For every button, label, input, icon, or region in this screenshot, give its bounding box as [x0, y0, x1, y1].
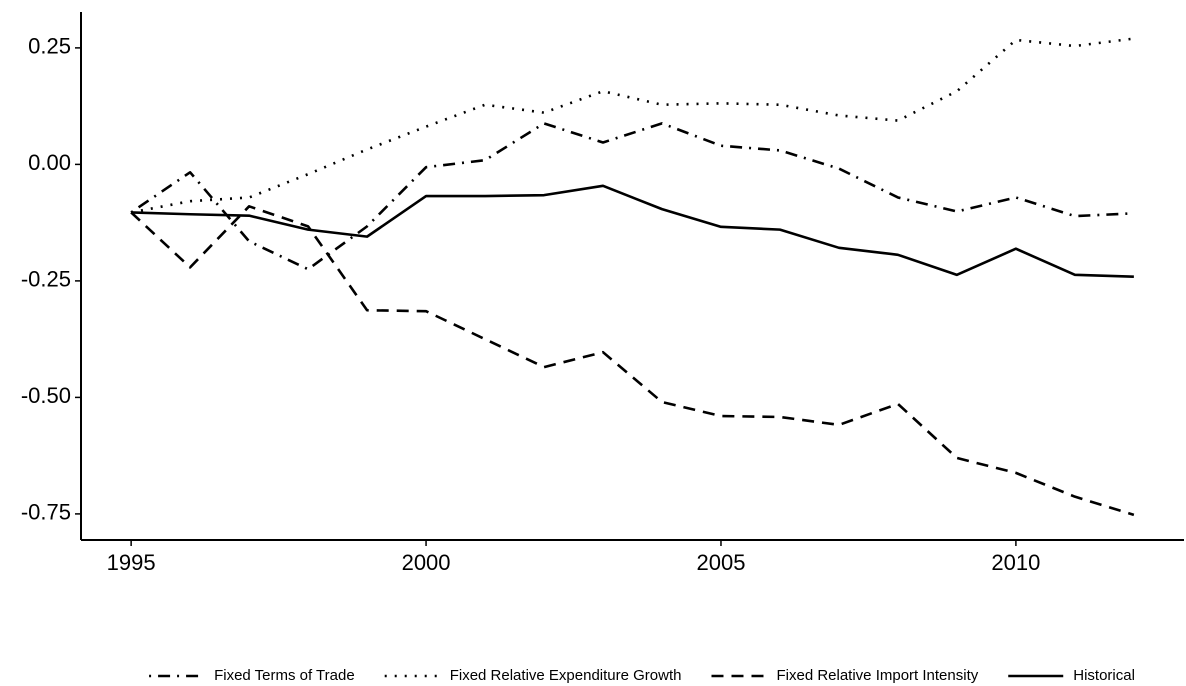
- legend: Fixed Terms of Trade Fixed Relative Expen…: [149, 667, 1135, 684]
- x-tick-label: 2000: [402, 550, 451, 575]
- series-line: [130, 122, 1134, 271]
- series-line: [130, 37, 1135, 214]
- legend-label: Fixed Relative Expenditure Growth: [450, 667, 682, 684]
- y-tick-label: 0.00: [28, 150, 71, 175]
- y-tick-label: 0.25: [28, 34, 71, 59]
- legend-label: Fixed Terms of Trade: [214, 667, 355, 684]
- series-line: [131, 184, 1134, 278]
- y-tick-label: -0.25: [21, 267, 71, 292]
- y-tick-label: -0.50: [21, 383, 71, 408]
- x-tick-label: 2005: [696, 550, 745, 575]
- x-tick-label: 2010: [991, 550, 1040, 575]
- series-line: [130, 205, 1135, 517]
- x-tick-label: 1995: [107, 550, 156, 575]
- y-tick-label: -0.75: [21, 500, 71, 525]
- legend-label: Fixed Relative Import Intensity: [776, 667, 978, 684]
- legend-label: Historical: [1073, 667, 1135, 684]
